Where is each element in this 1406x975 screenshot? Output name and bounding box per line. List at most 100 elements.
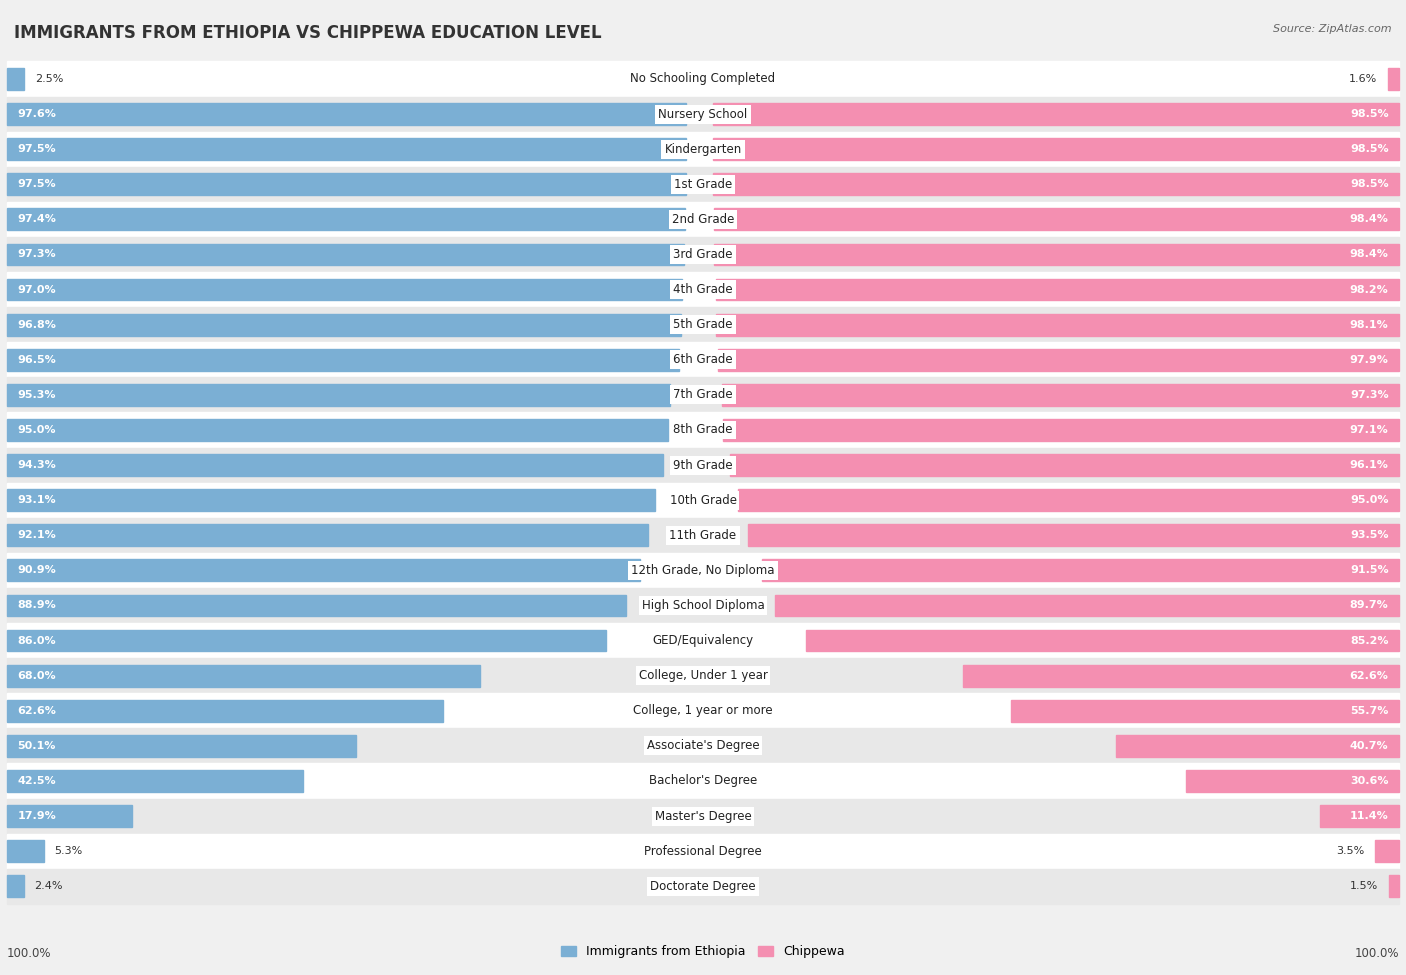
- Text: Nursery School: Nursery School: [658, 107, 748, 121]
- Text: 2.5%: 2.5%: [35, 74, 63, 84]
- Bar: [714, 209, 1399, 230]
- Bar: [7, 61, 1399, 97]
- Bar: [721, 384, 1399, 406]
- Bar: [762, 560, 1399, 581]
- Bar: [7, 244, 685, 265]
- Bar: [7, 279, 682, 300]
- Text: College, 1 year or more: College, 1 year or more: [633, 704, 773, 718]
- Text: 68.0%: 68.0%: [17, 671, 56, 681]
- Bar: [7, 377, 1399, 412]
- Text: 94.3%: 94.3%: [17, 460, 56, 470]
- Bar: [775, 595, 1399, 616]
- Bar: [7, 202, 1399, 237]
- Text: 97.9%: 97.9%: [1350, 355, 1389, 365]
- Text: College, Under 1 year: College, Under 1 year: [638, 669, 768, 682]
- Text: Associate's Degree: Associate's Degree: [647, 739, 759, 753]
- Text: 90.9%: 90.9%: [17, 566, 56, 575]
- Bar: [7, 595, 626, 616]
- Bar: [7, 869, 1399, 904]
- Text: 97.5%: 97.5%: [17, 179, 56, 189]
- Bar: [7, 272, 1399, 307]
- Text: 92.1%: 92.1%: [17, 530, 56, 540]
- Bar: [7, 630, 606, 651]
- Text: 100.0%: 100.0%: [1354, 947, 1399, 960]
- Text: 11.4%: 11.4%: [1350, 811, 1389, 821]
- Bar: [738, 489, 1399, 511]
- Bar: [7, 588, 1399, 623]
- Text: 62.6%: 62.6%: [1350, 671, 1389, 681]
- Bar: [1375, 840, 1399, 862]
- Bar: [7, 805, 132, 827]
- Text: 12th Grade, No Diploma: 12th Grade, No Diploma: [631, 564, 775, 577]
- Bar: [7, 770, 302, 792]
- Text: 98.4%: 98.4%: [1350, 250, 1389, 259]
- Bar: [723, 419, 1399, 441]
- Text: 2.4%: 2.4%: [34, 881, 63, 891]
- Text: 91.5%: 91.5%: [1350, 566, 1389, 575]
- Text: 55.7%: 55.7%: [1350, 706, 1389, 716]
- Text: 97.3%: 97.3%: [1350, 390, 1389, 400]
- Text: 7th Grade: 7th Grade: [673, 388, 733, 402]
- Text: 100.0%: 100.0%: [7, 947, 52, 960]
- Text: 5th Grade: 5th Grade: [673, 318, 733, 332]
- Text: 98.2%: 98.2%: [1350, 285, 1389, 294]
- Bar: [713, 174, 1399, 195]
- Bar: [1388, 68, 1399, 90]
- Bar: [7, 237, 1399, 272]
- Bar: [806, 630, 1399, 651]
- Bar: [7, 489, 655, 511]
- Text: 97.5%: 97.5%: [17, 144, 56, 154]
- Text: 93.1%: 93.1%: [17, 495, 56, 505]
- Text: Professional Degree: Professional Degree: [644, 844, 762, 858]
- Bar: [7, 735, 356, 757]
- Bar: [7, 342, 1399, 377]
- Text: Source: ZipAtlas.com: Source: ZipAtlas.com: [1274, 24, 1392, 34]
- Bar: [7, 103, 686, 125]
- Text: 97.4%: 97.4%: [17, 214, 56, 224]
- Bar: [7, 665, 481, 686]
- Text: IMMIGRANTS FROM ETHIOPIA VS CHIPPEWA EDUCATION LEVEL: IMMIGRANTS FROM ETHIOPIA VS CHIPPEWA EDU…: [14, 24, 602, 42]
- Text: 9th Grade: 9th Grade: [673, 458, 733, 472]
- Text: 8th Grade: 8th Grade: [673, 423, 733, 437]
- Text: 97.0%: 97.0%: [17, 285, 56, 294]
- Bar: [716, 314, 1399, 335]
- Bar: [717, 349, 1399, 371]
- Text: 98.4%: 98.4%: [1350, 214, 1389, 224]
- Bar: [7, 728, 1399, 763]
- Bar: [7, 384, 671, 406]
- Text: 3rd Grade: 3rd Grade: [673, 248, 733, 261]
- Legend: Immigrants from Ethiopia, Chippewa: Immigrants from Ethiopia, Chippewa: [557, 940, 849, 963]
- Text: 3.5%: 3.5%: [1336, 846, 1364, 856]
- Text: 98.5%: 98.5%: [1350, 144, 1389, 154]
- Text: 40.7%: 40.7%: [1350, 741, 1389, 751]
- Bar: [7, 307, 1399, 342]
- Text: 4th Grade: 4th Grade: [673, 283, 733, 296]
- Bar: [7, 454, 664, 476]
- Text: 96.5%: 96.5%: [17, 355, 56, 365]
- Bar: [7, 209, 685, 230]
- Text: Bachelor's Degree: Bachelor's Degree: [650, 774, 756, 788]
- Text: GED/Equivalency: GED/Equivalency: [652, 634, 754, 647]
- Bar: [7, 314, 681, 335]
- Bar: [7, 693, 1399, 728]
- Text: 89.7%: 89.7%: [1350, 601, 1389, 610]
- Bar: [7, 658, 1399, 693]
- Text: Doctorate Degree: Doctorate Degree: [650, 879, 756, 893]
- Bar: [1116, 735, 1399, 757]
- Text: 62.6%: 62.6%: [17, 706, 56, 716]
- Text: Kindergarten: Kindergarten: [665, 142, 741, 156]
- Text: 30.6%: 30.6%: [1350, 776, 1389, 786]
- Bar: [7, 167, 1399, 202]
- Text: 95.0%: 95.0%: [17, 425, 56, 435]
- Bar: [7, 518, 1399, 553]
- Bar: [7, 623, 1399, 658]
- Bar: [7, 560, 640, 581]
- Bar: [714, 244, 1399, 265]
- Text: 97.3%: 97.3%: [17, 250, 56, 259]
- Text: 1.6%: 1.6%: [1350, 74, 1378, 84]
- Text: No Schooling Completed: No Schooling Completed: [630, 72, 776, 86]
- Bar: [1320, 805, 1399, 827]
- Text: 17.9%: 17.9%: [17, 811, 56, 821]
- Text: 97.1%: 97.1%: [1350, 425, 1389, 435]
- Text: 98.5%: 98.5%: [1350, 109, 1389, 119]
